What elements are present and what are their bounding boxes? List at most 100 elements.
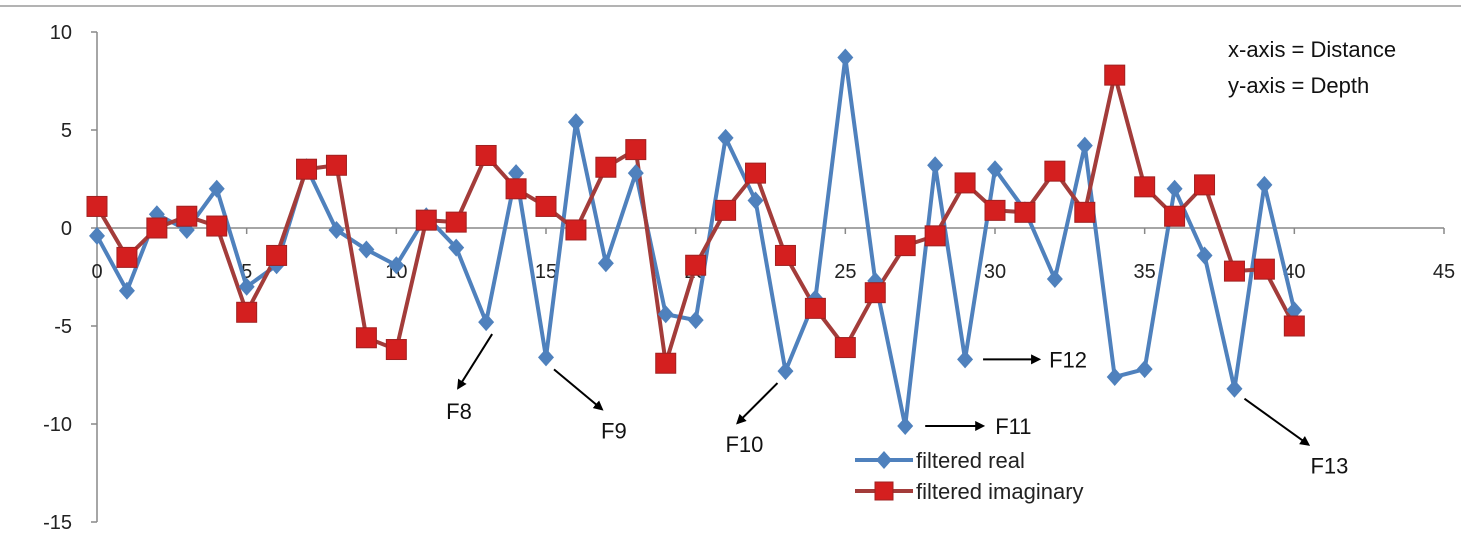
data-point-imaginary: [1253, 258, 1275, 280]
data-point-imaginary: [954, 172, 976, 194]
x-tick-label: 45: [1433, 261, 1455, 283]
data-point-real: [927, 156, 944, 175]
data-point-imaginary: [1104, 64, 1126, 86]
data-point-real: [987, 160, 1003, 179]
data-point-imaginary: [86, 195, 108, 217]
data-point-real: [388, 256, 405, 275]
feature-arrow: [553, 368, 604, 411]
y-ticks: 10 5 0 -5 -10 -15: [43, 22, 97, 534]
x-tick-label: 15: [535, 261, 557, 283]
feature-label: F8: [446, 399, 472, 424]
annotation-x-axis: x-axis = Distance: [1228, 37, 1396, 62]
data-point-imaginary: [1283, 315, 1305, 337]
data-point-imaginary: [535, 195, 557, 217]
feature-label: F9: [601, 418, 627, 443]
data-point-imaginary: [146, 217, 168, 239]
data-point-real: [1166, 179, 1183, 198]
data-point-imaginary: [1194, 174, 1216, 196]
data-point-imaginary: [864, 282, 886, 304]
data-point-imaginary: [715, 199, 737, 221]
feature-arrow: [1243, 397, 1311, 446]
data-point-real: [897, 416, 914, 435]
data-point-imaginary: [236, 301, 258, 323]
data-point-imaginary: [176, 205, 198, 227]
data-point-real: [717, 128, 734, 147]
legend-label-imag: filtered imaginary: [916, 479, 1084, 504]
data-point-imaginary: [1014, 201, 1036, 223]
feature-label: F12: [1049, 347, 1087, 372]
data-point-imaginary: [1164, 205, 1186, 227]
data-point-real: [538, 348, 554, 367]
data-point-imaginary: [415, 209, 437, 231]
x-tick-label: 0: [91, 261, 102, 283]
data-point-real: [238, 277, 255, 296]
y-tick-label: -5: [54, 316, 72, 338]
data-point-real: [747, 191, 764, 210]
data-point-real: [687, 311, 704, 330]
data-point-imaginary: [296, 158, 318, 180]
data-point-imaginary: [924, 225, 946, 247]
data-point-imaginary: [984, 199, 1006, 221]
data-point-imaginary: [1044, 160, 1066, 182]
data-point-imaginary: [774, 244, 796, 266]
data-point-real: [358, 240, 375, 259]
data-point-real: [1196, 246, 1213, 265]
series-markers: [86, 48, 1305, 435]
data-point-imaginary: [745, 162, 767, 184]
y-tick-label: 0: [61, 218, 72, 240]
feature-label: F11: [995, 414, 1031, 439]
data-point-real: [567, 113, 584, 132]
data-point-real: [478, 313, 495, 332]
x-tick-label: 25: [834, 261, 856, 283]
y-tick-label: -15: [43, 512, 72, 534]
feature-arrow: [457, 333, 493, 390]
data-point-imaginary: [834, 337, 856, 359]
annotation-y-axis: y-axis = Depth: [1228, 73, 1369, 98]
data-point-imaginary: [1134, 176, 1156, 198]
data-point-real: [627, 164, 644, 183]
y-tick-label: -10: [43, 414, 72, 436]
data-point-real: [597, 254, 614, 273]
data-point-real: [837, 48, 854, 67]
feature-label: F13: [1310, 454, 1348, 479]
data-point-real: [1106, 367, 1123, 386]
y-tick-label: 5: [61, 120, 72, 142]
feature-arrows: [457, 333, 1311, 446]
data-point-imaginary: [685, 254, 707, 276]
x-tick-label: 35: [1134, 261, 1156, 283]
data-point-real: [1046, 269, 1063, 288]
data-point-imaginary: [894, 235, 916, 257]
data-point-imaginary: [385, 339, 407, 361]
data-point-real: [1226, 379, 1243, 398]
data-point-imaginary: [445, 211, 467, 233]
data-point-real: [89, 226, 105, 245]
x-tick-label: 40: [1283, 261, 1305, 283]
feature-label: F10: [725, 432, 763, 457]
data-point-imaginary: [595, 156, 617, 178]
data-point-real: [777, 362, 794, 381]
y-tick-label: 10: [50, 22, 72, 44]
x-tick-label: 30: [984, 261, 1006, 283]
data-point-real: [328, 220, 345, 239]
data-point-real: [657, 305, 674, 324]
legend-label-real: filtered real: [916, 448, 1025, 473]
data-point-real: [1136, 360, 1153, 379]
x-tick-label: 5: [241, 261, 252, 283]
data-point-imaginary: [116, 246, 138, 268]
data-point-real: [448, 238, 465, 257]
legend-swatch-marker-imag: [874, 481, 894, 501]
data-point-real: [118, 281, 135, 300]
data-point-imaginary: [505, 178, 527, 200]
legend: filtered real filtered imaginary: [855, 448, 1084, 504]
data-point-imaginary: [1074, 201, 1096, 223]
data-point-real: [957, 350, 974, 369]
data-point-real: [1286, 301, 1303, 320]
data-point-imaginary: [355, 327, 377, 349]
data-point-real: [1256, 175, 1273, 194]
data-point-imaginary: [565, 219, 587, 241]
data-point-real: [1076, 136, 1093, 155]
data-point-imaginary: [206, 215, 228, 237]
data-point-imaginary: [266, 244, 288, 266]
